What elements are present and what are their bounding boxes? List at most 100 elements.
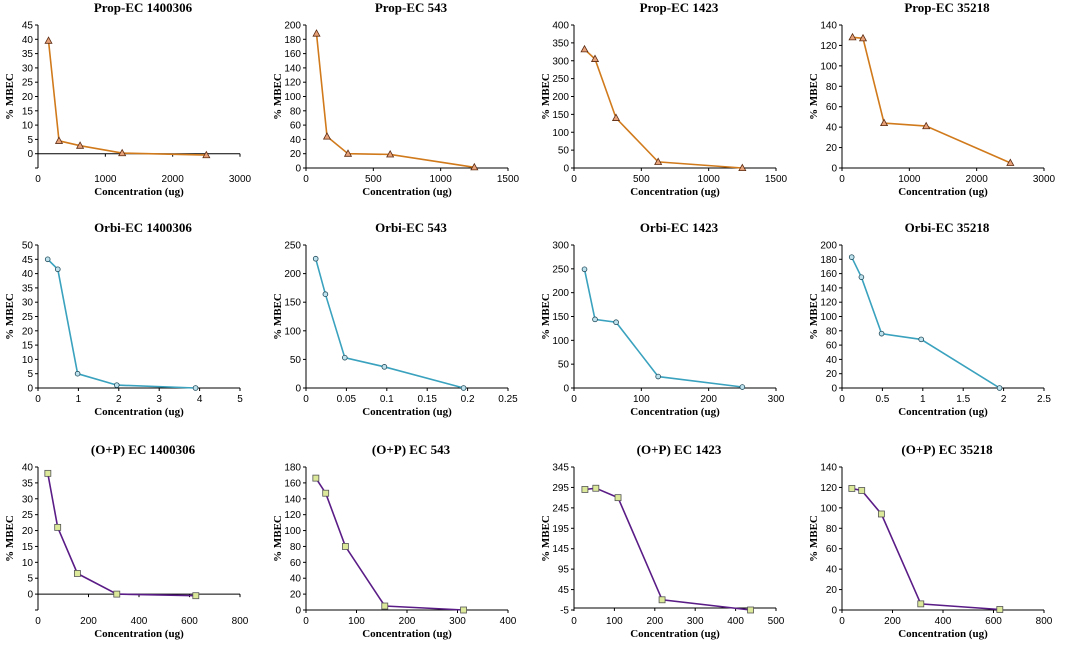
chart-title: Prop-EC 1400306	[94, 0, 193, 15]
y-tick-label: 35	[22, 283, 34, 294]
x-tick-label: 2.5	[1037, 394, 1051, 405]
x-tick-label: 200	[884, 616, 901, 627]
chart-panel: Orbi-EC 1423 0 50 100 150 200 250 300 0 100 200 300…	[536, 220, 804, 430]
data-point	[192, 385, 199, 391]
y-tick-label: 120	[284, 78, 301, 89]
x-axis-label: Concentration (ug)	[630, 628, 720, 640]
chart-title: (O+P) EC 543	[372, 442, 451, 457]
x-tick-label: 500	[768, 616, 785, 627]
y-tick-label: 200	[820, 241, 837, 252]
x-tick-label: 0.1	[380, 394, 394, 405]
data-point	[113, 382, 120, 388]
data-point	[581, 486, 589, 493]
chart-title: Prop-EC 543	[375, 0, 448, 15]
y-tick-label: 5	[27, 369, 33, 380]
y-tick-label: 250	[284, 241, 301, 252]
chart-panel: Prop-EC 1423 0 50 100 150 200 250 300 350 400 0 500…	[536, 0, 804, 210]
y-axis-label: % MBEC	[4, 515, 16, 562]
y-tick-label: 15	[22, 542, 34, 553]
x-tick-label: 0.2	[461, 394, 475, 405]
y-tick-label: 0	[563, 164, 569, 175]
y-tick-label: 60	[826, 544, 838, 555]
y-axis-label: % MBEC	[540, 293, 552, 340]
y-tick-label: 200	[284, 21, 301, 32]
x-tick-label: 0	[571, 616, 577, 627]
data-point	[613, 319, 619, 326]
data-point	[848, 32, 857, 41]
y-tick-label: 20	[826, 369, 838, 380]
x-tick-label: 1.5	[956, 394, 970, 405]
x-tick-label: 4	[197, 394, 203, 405]
x-axis-label: Concentration (ug)	[94, 186, 184, 198]
series-line	[315, 477, 464, 611]
data-point	[739, 384, 746, 390]
data-point	[922, 121, 931, 130]
y-tick-label: 250	[552, 74, 569, 85]
data-point	[747, 606, 754, 614]
y-tick-label: 25	[22, 78, 34, 89]
x-tick-label: 400	[727, 616, 744, 627]
data-point	[44, 36, 53, 44]
x-tick-label: 0.25	[498, 394, 518, 405]
chart-panel: (O+P) EC 1400306 0 5 10 15 20 25 30 35 40 0 200 400 6…	[0, 442, 268, 652]
x-tick-label: 1	[920, 394, 926, 405]
y-axis-label: % MBEC	[540, 515, 552, 562]
series-line	[583, 48, 743, 169]
chart-title: Prop-EC 35218	[904, 0, 990, 15]
data-point	[738, 163, 747, 172]
y-tick-label: 0	[563, 384, 569, 395]
x-tick-label: 1500	[497, 174, 520, 185]
y-tick-label: 20	[22, 326, 34, 337]
y-tick-label: 50	[22, 241, 34, 252]
y-axis-label: % MBEC	[540, 73, 552, 120]
data-point	[858, 274, 865, 280]
y-tick-label: -5	[560, 606, 569, 617]
y-tick-label: 250	[552, 264, 569, 275]
chart-panel: Orbi-EC 1400306 0 5 10 15 20 25 30 35 40 45 50 0 1 2 3 4…	[0, 220, 268, 430]
data-point	[460, 385, 467, 391]
y-tick-label: 100	[284, 526, 301, 537]
data-point	[658, 596, 666, 604]
y-tick-label: 20	[290, 590, 302, 601]
data-point	[386, 149, 395, 158]
x-tick-label: 500	[633, 174, 650, 185]
chart-svg: (O+P) EC 1423 -5 45 95 145 195 245 295 345 0 100 20…	[540, 442, 785, 640]
series-line	[850, 256, 1001, 389]
series-line	[583, 269, 743, 388]
y-tick-label: 0	[27, 384, 33, 395]
data-point	[611, 113, 621, 121]
y-tick-label: 150	[284, 298, 301, 309]
y-tick-label: 40	[826, 355, 838, 366]
data-point	[381, 364, 388, 370]
y-axis-label: % MBEC	[272, 73, 284, 120]
data-point	[343, 149, 353, 157]
y-tick-label: 295	[552, 483, 569, 494]
chart-svg: Prop-EC 1400306 0 5 10 15 20 25 30 35 40 45 0 1000 20…	[4, 0, 252, 198]
y-tick-label: 80	[290, 106, 302, 117]
y-tick-label: 200	[552, 92, 569, 103]
y-tick-label: 140	[820, 463, 837, 474]
data-point	[322, 489, 330, 497]
data-point	[54, 523, 62, 531]
x-tick-label: 1500	[765, 174, 788, 185]
chart-svg: Prop-EC 1423 0 50 100 150 200 250 300 350 400 0 500…	[540, 0, 788, 198]
y-tick-label: 180	[284, 463, 301, 474]
data-point	[341, 543, 349, 550]
x-axis-label: Concentration (ug)	[898, 406, 988, 418]
data-point	[312, 255, 319, 262]
y-axis-label: % MBEC	[808, 515, 820, 562]
y-tick-label: 200	[284, 269, 301, 280]
x-axis-label: Concentration (ug)	[362, 406, 452, 418]
x-tick-label: 200	[399, 616, 416, 627]
chart-title: Orbi-EC 1423	[640, 220, 719, 235]
data-point	[580, 44, 589, 53]
chart-svg: Orbi-EC 1423 0 50 100 150 200 250 300 0 100 200 300…	[540, 220, 785, 418]
y-tick-label: 45	[22, 21, 34, 32]
y-tick-label: 160	[284, 478, 301, 489]
y-tick-label: 80	[826, 524, 838, 535]
y-axis-label: % MBEC	[808, 293, 820, 340]
x-tick-label: 0.05	[337, 394, 357, 405]
y-tick-label: 25	[22, 510, 34, 521]
y-tick-label: 60	[290, 121, 302, 132]
y-tick-label: 0	[831, 164, 837, 175]
